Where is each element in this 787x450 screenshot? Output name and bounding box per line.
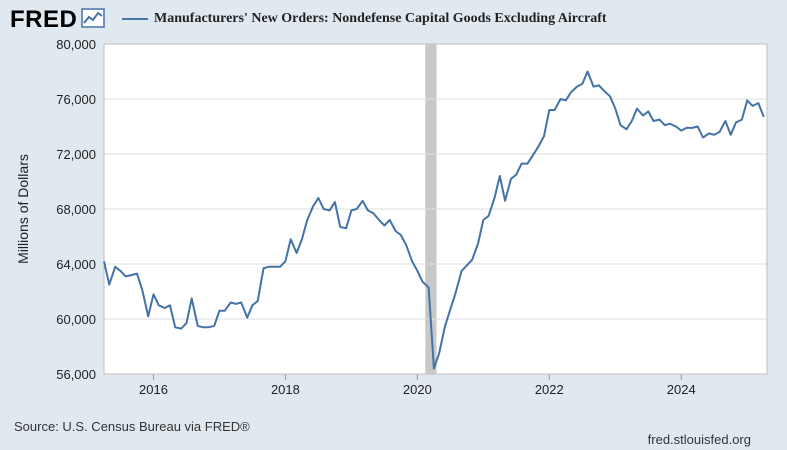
- source-note: Source: U.S. Census Bureau via FRED®: [14, 419, 250, 434]
- fred-logo[interactable]: FRED: [10, 6, 106, 34]
- y-tick-label: 76,000: [56, 92, 96, 107]
- chart-title: Manufacturers' New Orders: Nondefense Ca…: [154, 11, 607, 26]
- y-axis-label: Millions of Dollars: [15, 154, 31, 264]
- y-tick-label: 60,000: [56, 312, 96, 327]
- legend-line-swatch: [122, 18, 148, 20]
- x-tick-label: 2022: [535, 382, 564, 397]
- y-tick-label: 64,000: [56, 257, 96, 272]
- trend-chart-icon: [81, 7, 106, 33]
- y-tick-label: 68,000: [56, 202, 96, 217]
- x-tick-label: 2016: [139, 382, 168, 397]
- plot-border: [103, 43, 768, 375]
- site-credit[interactable]: fred.stlouisfed.org: [647, 432, 751, 447]
- y-tick-label: 56,000: [56, 367, 96, 382]
- fred-logo-text: FRED: [10, 6, 78, 33]
- y-tick-label: 80,000: [56, 37, 96, 52]
- chart-legend: Manufacturers' New Orders: Nondefense Ca…: [122, 11, 607, 27]
- x-tick-label: 2020: [403, 382, 432, 397]
- y-tick-label: 72,000: [56, 147, 96, 162]
- x-tick-label: 2024: [667, 382, 696, 397]
- x-tick-label: 2018: [271, 382, 300, 397]
- series-line: [103, 70, 765, 370]
